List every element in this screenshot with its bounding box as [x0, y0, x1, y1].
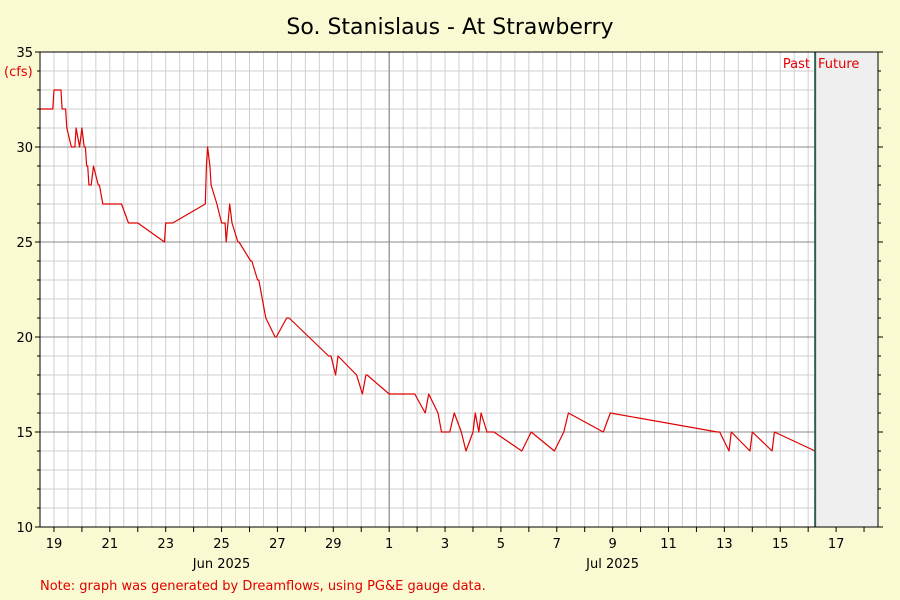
future-label: Future — [818, 57, 859, 72]
x-tick-label: 17 — [828, 537, 845, 552]
x-tick-label: 1 — [385, 537, 393, 552]
x-tick-label: 9 — [608, 537, 616, 552]
x-tick-label: 5 — [497, 537, 505, 552]
future-region — [815, 52, 878, 527]
x-tick-label: 19 — [46, 537, 63, 552]
y-tick-label: 15 — [16, 426, 33, 441]
x-tick-label: 29 — [325, 537, 342, 552]
x-tick-label: 13 — [716, 537, 733, 552]
x-tick-label: 3 — [441, 537, 449, 552]
y-axis-unit-label: (cfs) — [4, 65, 33, 80]
x-month-label: Jul 2025 — [585, 557, 639, 572]
x-tick-label: 23 — [157, 537, 174, 552]
chart-title: So. Stanislaus - At Strawberry — [286, 15, 613, 40]
plot-frame — [39, 51, 879, 528]
x-tick-label: 21 — [102, 537, 119, 552]
y-tick-label: 25 — [16, 236, 33, 251]
y-tick-label: 10 — [16, 521, 33, 536]
x-month-label: Jun 2025 — [192, 557, 251, 572]
x-tick-label: 25 — [213, 537, 230, 552]
y-tick-label: 35 — [16, 46, 33, 61]
x-tick-label: 11 — [660, 537, 677, 552]
past-label: Past — [783, 57, 810, 72]
x-tick-label: 27 — [269, 537, 286, 552]
flow-series-line — [40, 89, 816, 452]
source-note: Note: graph was generated by Dreamflows,… — [40, 579, 486, 594]
y-tick-label: 30 — [16, 141, 33, 156]
x-tick-label: 7 — [553, 537, 561, 552]
y-tick-label: 20 — [16, 331, 33, 346]
x-tick-label: 15 — [772, 537, 789, 552]
